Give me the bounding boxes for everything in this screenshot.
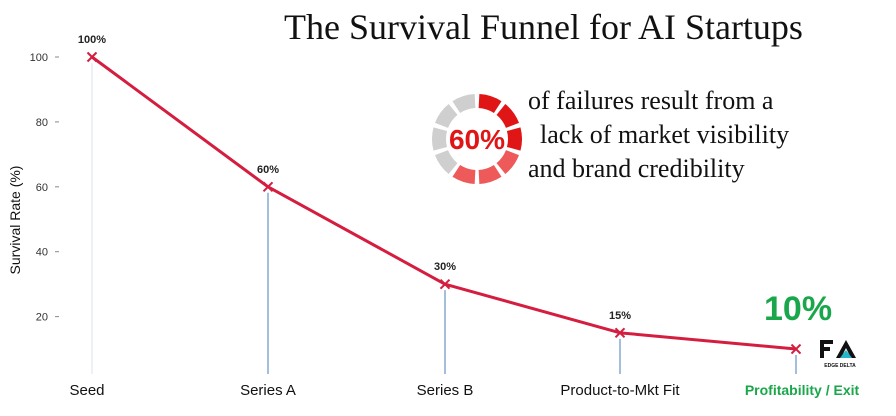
data-label: 60% <box>257 164 279 176</box>
survival-series: 100% 60% 30% 15% <box>78 34 802 355</box>
y-axis: 20 40 60 80 100 Survival Rate (%) <box>7 52 59 324</box>
y-tick-label: 100 <box>30 52 48 64</box>
data-point <box>614 327 626 339</box>
donut-segment <box>496 149 520 174</box>
data-label: 15% <box>609 310 631 322</box>
edge-delta-logo-icon <box>820 340 856 358</box>
donut-segment <box>452 94 476 114</box>
data-label: 30% <box>434 261 456 273</box>
donut-segment <box>496 104 520 129</box>
data-point <box>86 51 98 63</box>
failure-callout: of failures result from a lack of market… <box>528 84 789 186</box>
x-tick-label: Series B <box>417 382 474 399</box>
y-tick-label: 80 <box>36 117 48 129</box>
data-point <box>262 181 274 193</box>
callout-line-1: of failures result from a <box>528 86 774 115</box>
donut-gauge: 60% <box>432 94 522 184</box>
y-tick-label: 60 <box>36 182 48 194</box>
donut-segment <box>434 104 458 129</box>
x-tick-label: Product-to-Mkt Fit <box>560 382 680 399</box>
logo-text: EDGE DELTA <box>824 363 856 369</box>
donut-segment <box>506 127 522 151</box>
x-axis: Seed Series A Series B Product-to-Mkt Fit Pr… <box>69 382 859 399</box>
donut-segment <box>432 127 448 151</box>
donut-segment <box>434 149 458 174</box>
x-tick-label: Profitability / Exit <box>745 382 860 398</box>
data-label: 100% <box>78 34 106 46</box>
data-point <box>439 278 451 290</box>
donut-segment <box>478 94 502 114</box>
drop-lines <box>91 63 797 374</box>
y-tick-label: 40 <box>36 247 48 259</box>
x-tick-label: Series A <box>240 382 296 399</box>
chart-title: The Survival Funnel for AI Startups <box>284 7 803 47</box>
callout-line-3: and brand credibility <box>528 154 745 183</box>
callout-line-2: lack of market visibility <box>540 120 790 149</box>
y-axis-label: Survival Rate (%) <box>7 166 23 275</box>
y-tick-label: 20 <box>36 312 48 324</box>
x-tick-label: Seed <box>69 382 104 399</box>
donut-percent: 60% <box>449 124 505 155</box>
donut-segment <box>452 164 476 184</box>
edge-delta-logo: EDGE DELTA <box>820 340 856 369</box>
data-point <box>790 343 802 355</box>
donut-segment <box>478 164 502 184</box>
exit-rate-highlight: 10% <box>764 290 833 328</box>
